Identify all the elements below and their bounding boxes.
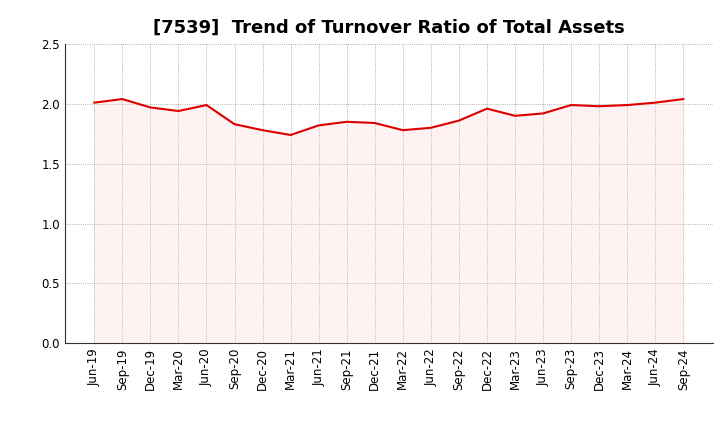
Title: [7539]  Trend of Turnover Ratio of Total Assets: [7539] Trend of Turnover Ratio of Total … (153, 19, 625, 37)
